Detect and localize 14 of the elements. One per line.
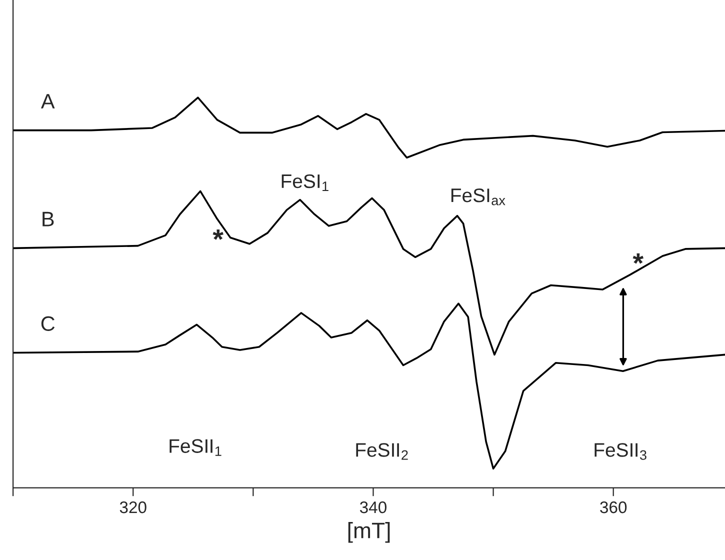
x-tick-label: 360 [600,501,627,514]
series-label: A [40,94,55,108]
x-axis-title: [mT] [348,522,390,543]
annotation: FeSII$_{3}$ [594,443,646,460]
series-label: C [41,316,55,332]
annotation: FeSII$_{1}$ [170,439,222,456]
annotation: * [212,230,224,240]
annotation: * [632,253,644,264]
x-tick-label: 320 [120,501,146,514]
annotation: FeSI$_{ax}$ [451,188,506,206]
annotation: FeSII$_{2}$ [356,443,408,460]
series-label: B [42,212,54,226]
x-tick-label: 340 [360,501,386,514]
annotation: FeSI$_{1}$ [282,174,328,191]
